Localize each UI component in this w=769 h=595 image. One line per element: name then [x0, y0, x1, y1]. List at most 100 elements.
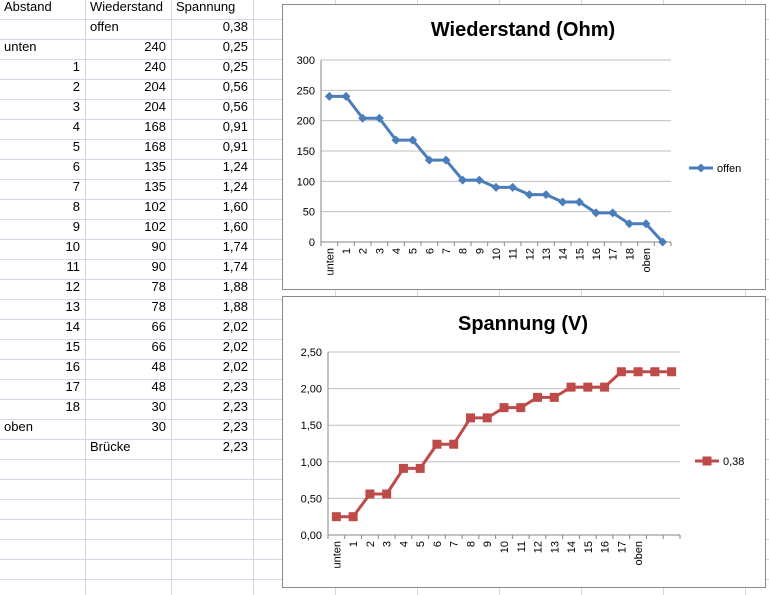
resistance-chart[interactable]: Wiederstand (Ohm) 0 50 100 150 200 250 300 unten…	[282, 4, 766, 290]
data-point	[424, 155, 434, 165]
x-tick-label: 13	[549, 541, 561, 553]
table-cell[interactable]: 2,02	[222, 339, 248, 354]
table-cell[interactable]: 2,23	[222, 399, 248, 414]
table-cell[interactable]: 10	[65, 239, 80, 254]
table-cell[interactable]: 1,74	[222, 239, 248, 254]
table-cell[interactable]: 66	[151, 319, 166, 334]
table-cell[interactable]: 2,23	[222, 439, 248, 454]
table-cell[interactable]: 1,74	[222, 259, 248, 274]
table-cell[interactable]: 90	[151, 239, 166, 254]
table-cell[interactable]: 102	[144, 199, 166, 214]
table-cell[interactable]: 204	[144, 99, 166, 114]
x-tick-label: 6	[424, 248, 436, 254]
table-cell[interactable]: 240	[144, 59, 166, 74]
x-tick-label: 4	[391, 248, 403, 254]
table-cell[interactable]: 1,24	[222, 159, 248, 174]
table-cell[interactable]: 0,25	[222, 59, 248, 74]
table-cell[interactable]: 102	[144, 219, 166, 234]
header-cell[interactable]: Spannung	[176, 0, 236, 14]
table-cell[interactable]: 13	[65, 299, 80, 314]
voltage-chart-svg: Spannung (V) 0,00 0,50 1,00 1,50 2,00 2,50 unte…	[301, 313, 745, 569]
table-cell[interactable]: 0,25	[222, 39, 248, 54]
x-tick-label: 7	[441, 248, 453, 254]
data-point	[432, 439, 442, 449]
table-cell[interactable]: 1	[72, 59, 80, 74]
table-cell[interactable]: 6	[72, 159, 80, 174]
data-point	[374, 113, 384, 123]
table-cell[interactable]: 90	[151, 259, 166, 274]
table-cell[interactable]: 2,02	[222, 319, 248, 334]
table-cell[interactable]: 168	[144, 119, 166, 134]
table-cell[interactable]: 2,23	[222, 419, 248, 434]
table-cell[interactable]: 12	[65, 279, 80, 294]
table-cell[interactable]: 18	[65, 399, 80, 414]
data-point	[491, 182, 501, 192]
y-tick-label: 2,50	[301, 347, 322, 359]
x-tick-label: 6	[432, 541, 444, 547]
voltage-chart[interactable]: Spannung (V) 0,00 0,50 1,00 1,50 2,00 2,50 unte…	[282, 296, 766, 588]
x-tick-label: 17	[608, 248, 620, 260]
table-cell[interactable]: 0,56	[222, 79, 248, 94]
table-cell[interactable]: 30	[151, 419, 166, 434]
table-cell[interactable]: 0,91	[222, 119, 248, 134]
table-cell[interactable]: unten	[4, 39, 37, 54]
table-cell[interactable]: 9	[72, 219, 80, 234]
x-tick-label: 7	[449, 541, 461, 547]
table-cell[interactable]: 11	[66, 259, 81, 274]
table-cell[interactable]: 15	[65, 339, 80, 354]
table-cell[interactable]: 16	[65, 359, 80, 374]
table-cell[interactable]: 1,24	[222, 179, 248, 194]
data-point	[667, 367, 677, 377]
table-cell[interactable]: offen	[90, 19, 119, 34]
table-cell[interactable]: 48	[151, 379, 166, 394]
x-tick-label: 13	[541, 248, 553, 260]
table-cell[interactable]: 240	[144, 39, 166, 54]
table-cell[interactable]: 78	[151, 299, 166, 314]
table-cell[interactable]: 2,23	[222, 379, 248, 394]
y-tick-label: 0	[309, 237, 315, 249]
table-cell[interactable]: 17	[65, 379, 80, 394]
table-cell[interactable]: 8	[72, 199, 80, 214]
table-cell[interactable]: 7	[72, 179, 80, 194]
table-cell[interactable]: 14	[65, 319, 80, 334]
legend-label: 0,38	[723, 456, 744, 468]
table-cell[interactable]: 168	[144, 139, 166, 154]
table-cell[interactable]: 4	[72, 119, 80, 134]
table-cell[interactable]: 135	[144, 159, 166, 174]
x-tick-label: 4	[398, 541, 410, 547]
table-cell[interactable]: 1,60	[222, 219, 248, 234]
table-cell[interactable]: 5	[72, 139, 80, 154]
table-cell[interactable]: 0,56	[222, 99, 248, 114]
table-cell[interactable]: 66	[151, 339, 166, 354]
data-point	[633, 367, 643, 377]
table-cell[interactable]: 78	[151, 279, 166, 294]
table-cell[interactable]: 1,88	[222, 299, 248, 314]
data-point	[583, 382, 593, 392]
header-cell[interactable]: Abstand	[4, 0, 52, 14]
data-point	[482, 413, 492, 423]
table-cell[interactable]: 0,91	[222, 139, 248, 154]
table-cell[interactable]: 135	[144, 179, 166, 194]
table-cell[interactable]: 2	[72, 79, 80, 94]
table-cell[interactable]: oben	[4, 419, 33, 434]
table-cell[interactable]: Brücke	[90, 439, 131, 454]
x-tick-label: 16	[600, 541, 612, 553]
table-cell[interactable]: 204	[144, 79, 166, 94]
data-point	[508, 182, 518, 192]
x-tick-label: 9	[474, 248, 486, 254]
y-tick-label: 2,00	[301, 384, 322, 396]
table-cell[interactable]: 2,02	[222, 359, 248, 374]
legend-marker	[702, 456, 712, 466]
table-cell[interactable]: 3	[72, 99, 80, 114]
data-point	[600, 382, 610, 392]
table-cell[interactable]: 48	[151, 359, 166, 374]
table-cell[interactable]: 1,88	[222, 279, 248, 294]
data-point	[616, 367, 626, 377]
table-cell[interactable]: 30	[151, 399, 166, 414]
table-cell[interactable]: 0,38	[222, 19, 248, 34]
data-point	[591, 208, 601, 218]
header-cell[interactable]: Wiederstand	[90, 0, 163, 14]
table-cell[interactable]: 1,60	[222, 199, 248, 214]
x-tick-label: 5	[408, 248, 420, 254]
x-tick-label: 9	[482, 541, 494, 547]
